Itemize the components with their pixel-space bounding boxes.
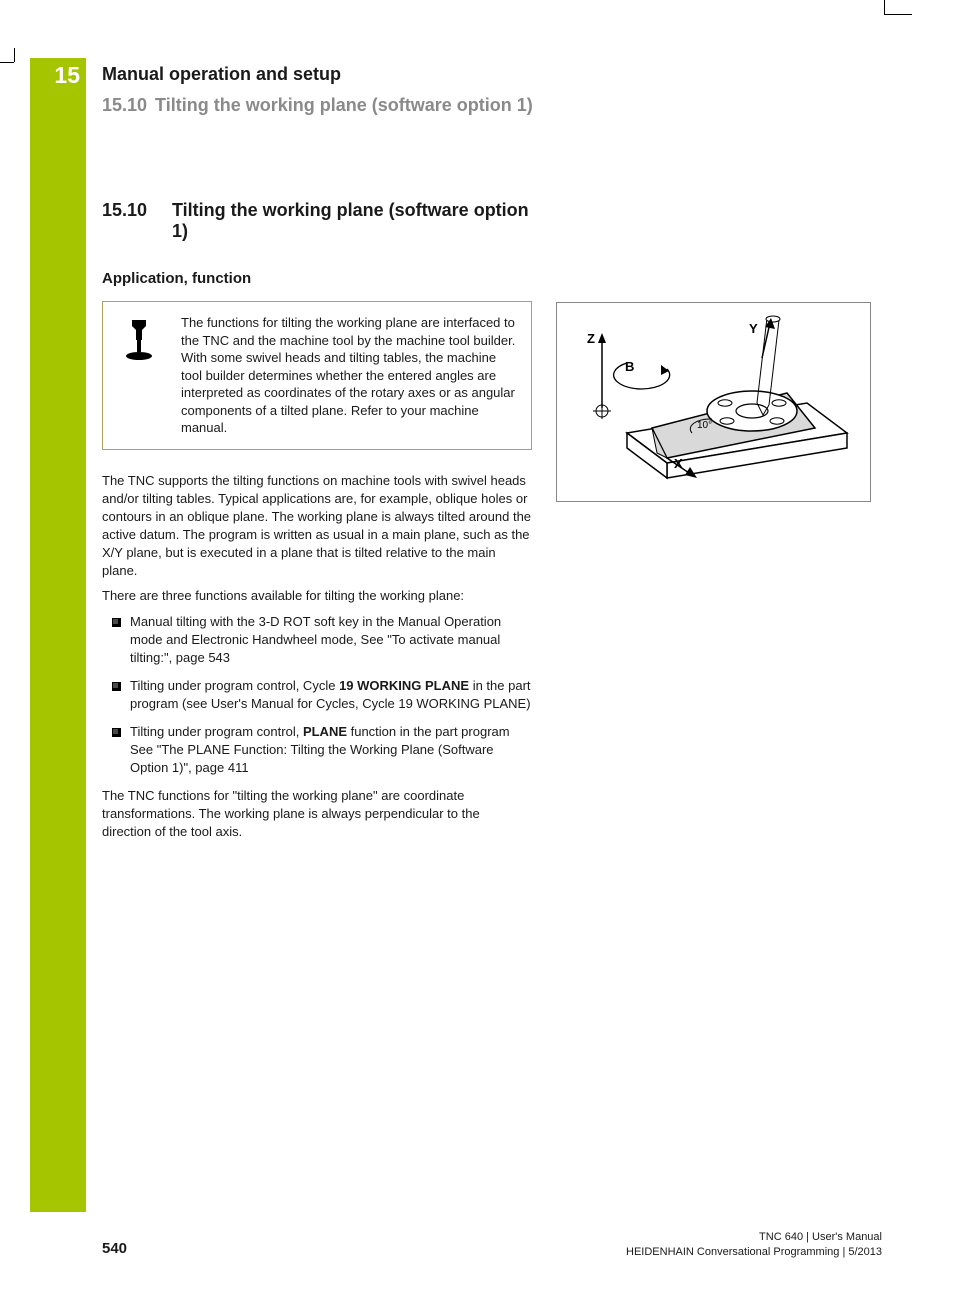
section-heading-number: 15.10 [102,200,172,242]
body-column: 15.10 Tilting the working plane (softwar… [102,200,532,849]
paragraph: The TNC supports the tilting functions o… [102,472,532,580]
axis-x-label: X [674,456,683,471]
section-heading-title: Tilting the working plane (software opti… [172,200,532,242]
machine-icon [117,314,161,364]
section-title: Tilting the working plane (software opti… [155,95,533,115]
list-item: Tilting under program control, Cycle 19 … [102,677,532,713]
angle-label: 10° [697,420,712,431]
crop-mark [14,48,15,62]
bullet-list: Manual tilting with the 3-D ROT soft key… [102,613,532,777]
section-heading: 15.10 Tilting the working plane (softwar… [102,200,532,242]
page-header: Manual operation and setup 15.10 Tilting … [102,64,862,116]
chapter-sidebar [30,58,86,1212]
section-subheading: Application, function [102,270,532,287]
tilting-diagram: Z Y B X 10° [556,302,871,502]
crop-mark [0,62,14,63]
crop-mark [884,14,912,15]
chapter-number: 15 [36,62,80,89]
axis-z-label: Z [587,331,595,346]
note-box: The functions for tilting the working pl… [102,301,532,450]
section-number: 15.10 [102,95,147,115]
crop-mark [884,0,885,14]
chapter-title: Manual operation and setup [102,64,862,85]
axis-y-label: Y [749,321,758,336]
footer-meta: TNC 640 | User's Manual HEIDENHAIN Conve… [626,1230,882,1260]
list-item: Manual tilting with the 3-D ROT soft key… [102,613,532,667]
list-item: Tilting under program control, PLANE fun… [102,723,532,777]
footer-line1: TNC 640 | User's Manual [626,1230,882,1245]
section-running-head: 15.10 Tilting the working plane (software… [102,95,862,116]
footer-line2: HEIDENHAIN Conversational Programming | … [626,1245,882,1260]
note-text: The functions for tilting the working pl… [181,314,517,437]
paragraph: The TNC functions for "tilting the worki… [102,787,532,841]
paragraph: There are three functions available for … [102,587,532,605]
axis-b-label: B [625,359,634,374]
page-number: 540 [102,1240,127,1257]
